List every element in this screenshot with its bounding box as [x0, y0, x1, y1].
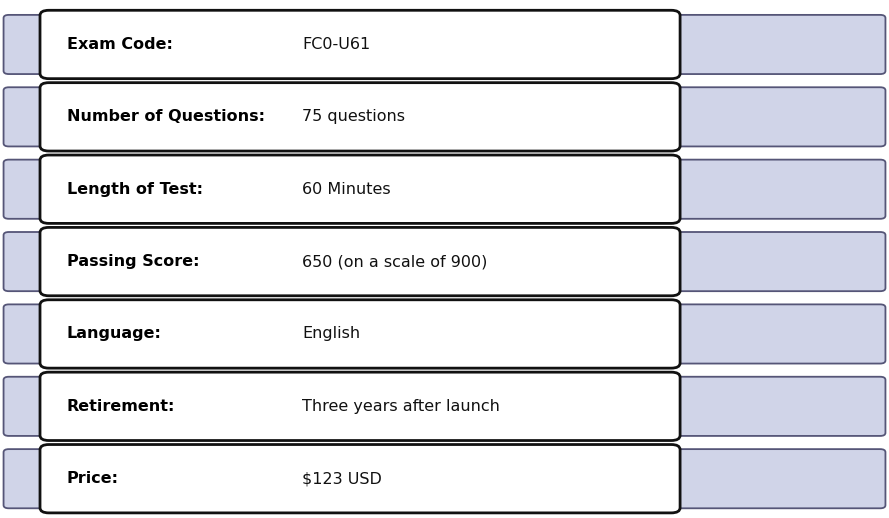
FancyBboxPatch shape — [40, 444, 680, 513]
FancyBboxPatch shape — [4, 15, 885, 74]
FancyBboxPatch shape — [40, 300, 680, 368]
Text: Exam Code:: Exam Code: — [67, 37, 172, 52]
FancyBboxPatch shape — [40, 155, 680, 223]
Text: 650 (on a scale of 900): 650 (on a scale of 900) — [302, 254, 488, 269]
FancyBboxPatch shape — [4, 377, 885, 436]
FancyBboxPatch shape — [4, 160, 885, 219]
Text: Length of Test:: Length of Test: — [67, 182, 203, 197]
Text: FC0-U61: FC0-U61 — [302, 37, 371, 52]
Text: Language:: Language: — [67, 326, 162, 341]
Text: Passing Score:: Passing Score: — [67, 254, 199, 269]
FancyBboxPatch shape — [40, 83, 680, 151]
Text: Number of Questions:: Number of Questions: — [67, 109, 265, 124]
Text: Price:: Price: — [67, 471, 118, 486]
FancyBboxPatch shape — [4, 305, 885, 364]
Text: Retirement:: Retirement: — [67, 399, 175, 414]
Text: 75 questions: 75 questions — [302, 109, 405, 124]
FancyBboxPatch shape — [40, 227, 680, 296]
FancyBboxPatch shape — [4, 449, 885, 508]
FancyBboxPatch shape — [40, 10, 680, 79]
Text: 60 Minutes: 60 Minutes — [302, 182, 391, 197]
Text: Three years after launch: Three years after launch — [302, 399, 501, 414]
FancyBboxPatch shape — [4, 232, 885, 291]
FancyBboxPatch shape — [40, 372, 680, 440]
Text: English: English — [302, 326, 360, 341]
Text: $123 USD: $123 USD — [302, 471, 382, 486]
FancyBboxPatch shape — [4, 87, 885, 147]
